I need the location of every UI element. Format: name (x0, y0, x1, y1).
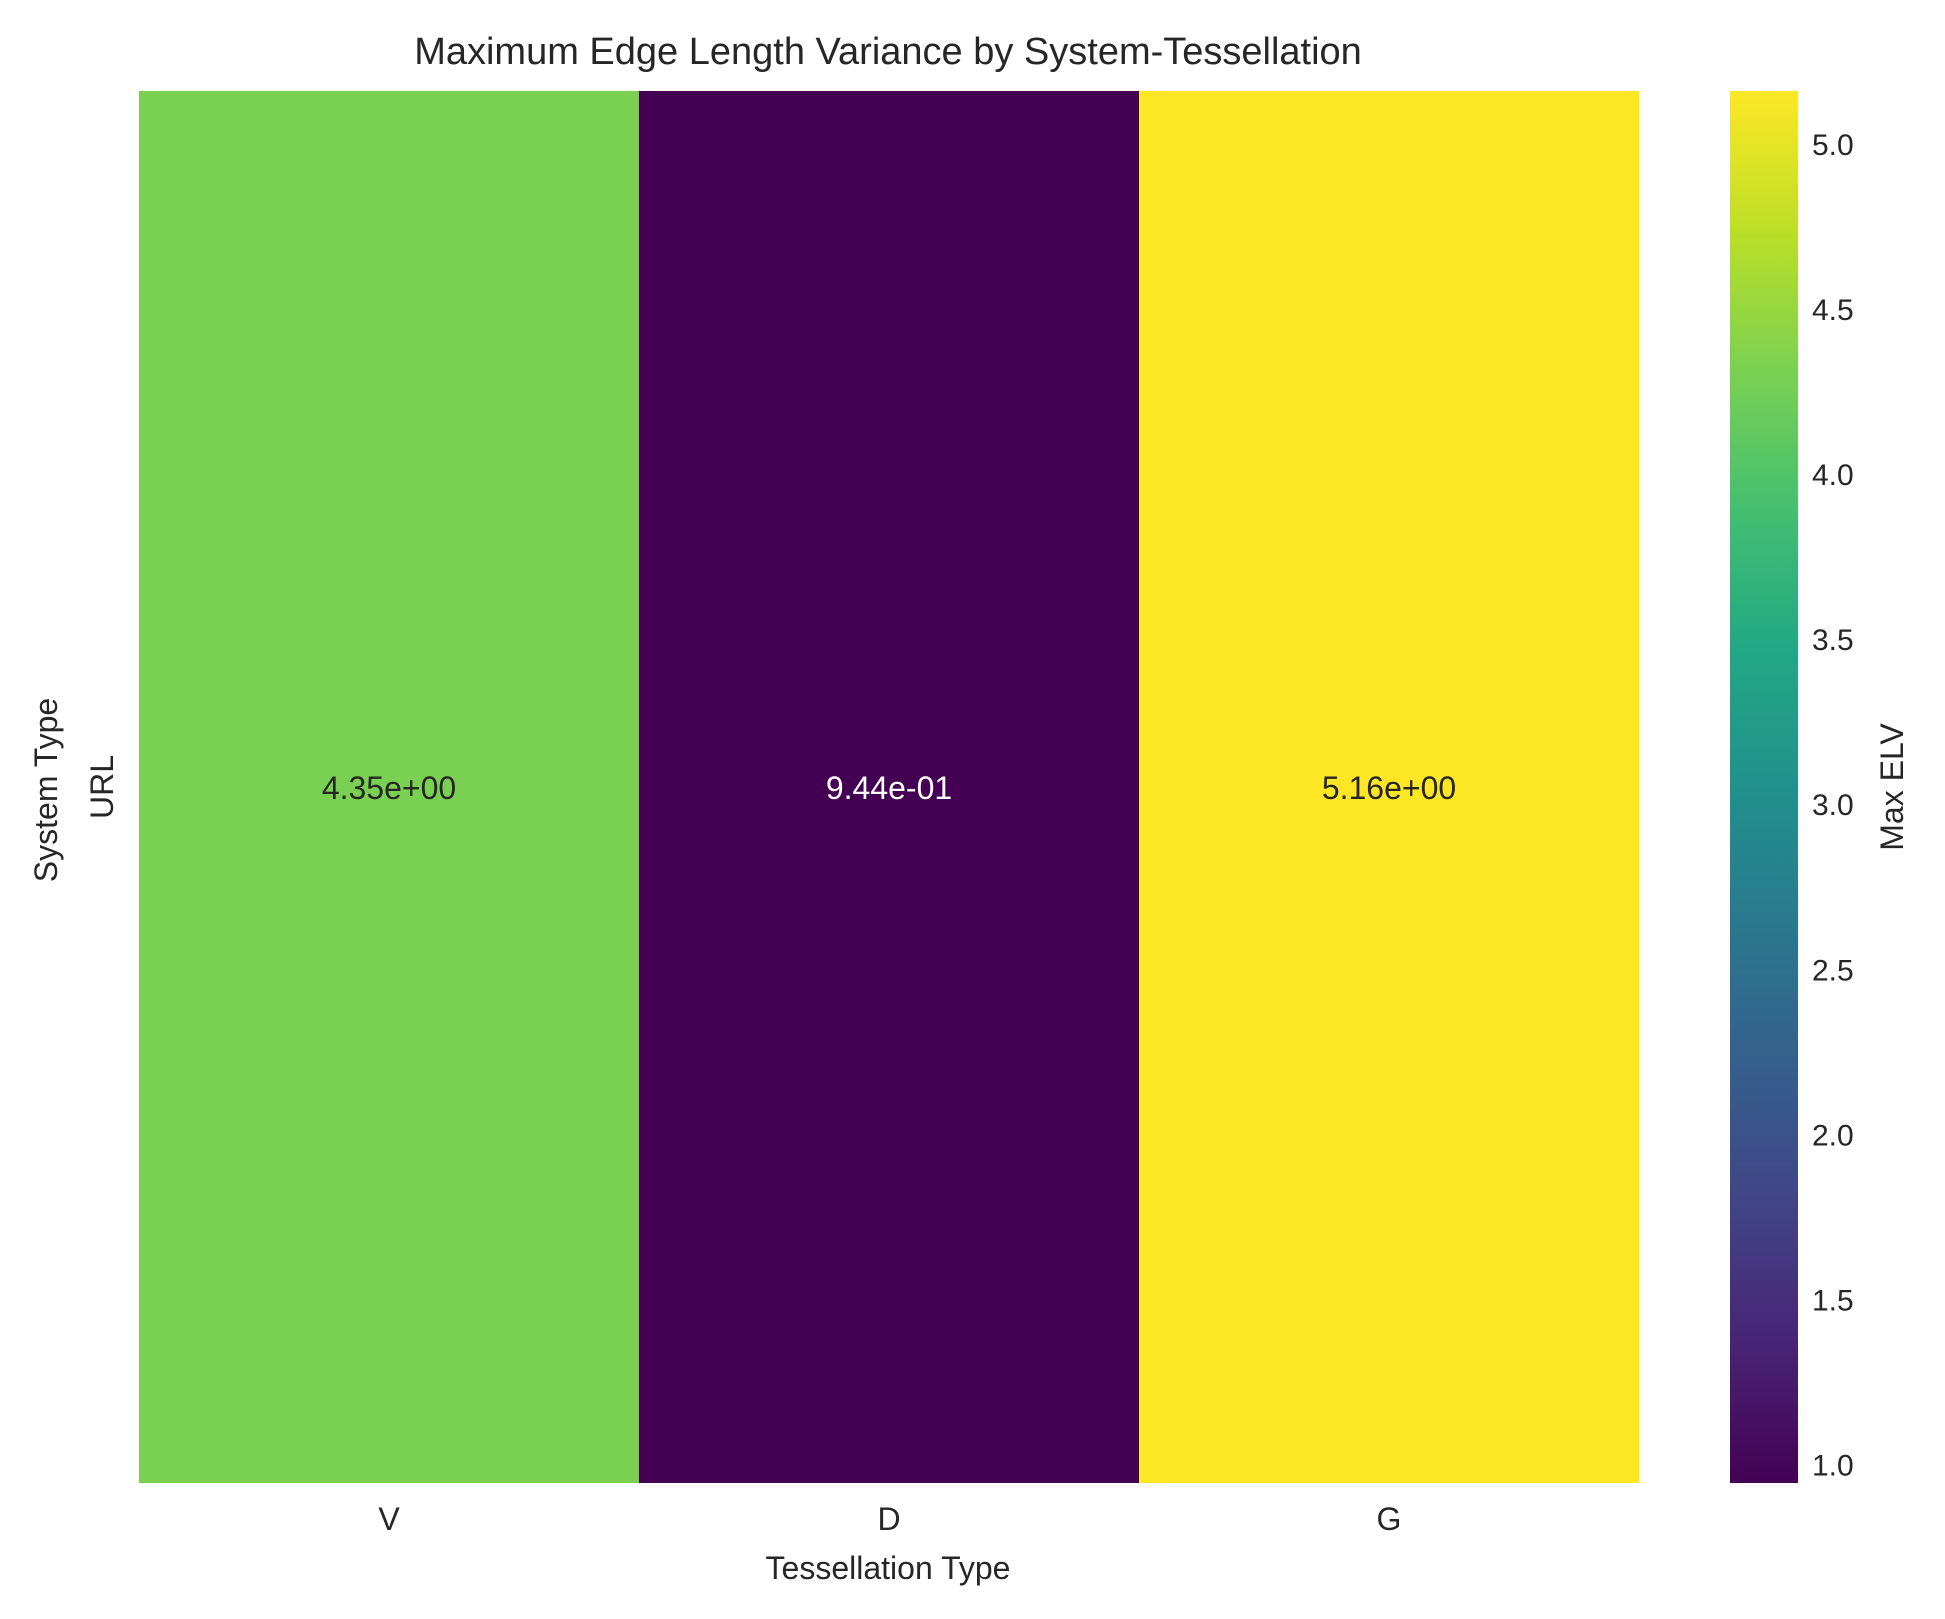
x-tick-label: G (1377, 1501, 1402, 1537)
colorbar-label: Max ELV (1874, 723, 1910, 851)
colorbar-tick-label: 2.0 (1812, 1119, 1854, 1152)
colorbar-tick-label: 4.0 (1812, 459, 1854, 492)
x-tick-label: D (877, 1501, 900, 1537)
colorbar-tick-label: 3.0 (1812, 789, 1854, 822)
heatmap-cell-labels: 4.35e+00 9.44e-01 5.16e+00 (322, 770, 1456, 806)
colorbar (1730, 91, 1798, 1483)
colorbar-tick-label: 5.0 (1812, 129, 1854, 162)
x-axis-label: Tessellation Type (766, 1550, 1011, 1586)
heatmap-cell (1139, 91, 1640, 1483)
colorbar-ticks: 1.0 1.5 2.0 2.5 3.0 3.5 4.0 4.5 5.0 (1812, 129, 1854, 1483)
y-axis-label: System Type (28, 698, 64, 882)
y-axis-ticks: URL (84, 755, 120, 819)
cell-value-label: 4.35e+00 (322, 770, 456, 806)
heatmap-cell (639, 91, 1140, 1483)
colorbar-tick-label: 1.5 (1812, 1284, 1854, 1317)
x-tick-label: V (378, 1501, 400, 1537)
y-tick-label: URL (84, 755, 120, 819)
colorbar-tick-label: 3.5 (1812, 624, 1854, 657)
colorbar-tick-label: 2.5 (1812, 954, 1854, 987)
chart-title: Maximum Edge Length Variance by System-T… (414, 31, 1362, 73)
heatmap-cells (139, 91, 1640, 1483)
colorbar-tick-label: 4.5 (1812, 294, 1854, 327)
cell-value-label: 5.16e+00 (1322, 770, 1456, 806)
colorbar-tick-label: 1.0 (1812, 1450, 1854, 1483)
cell-value-label: 9.44e-01 (826, 770, 952, 806)
heatmap-cell (139, 91, 640, 1483)
